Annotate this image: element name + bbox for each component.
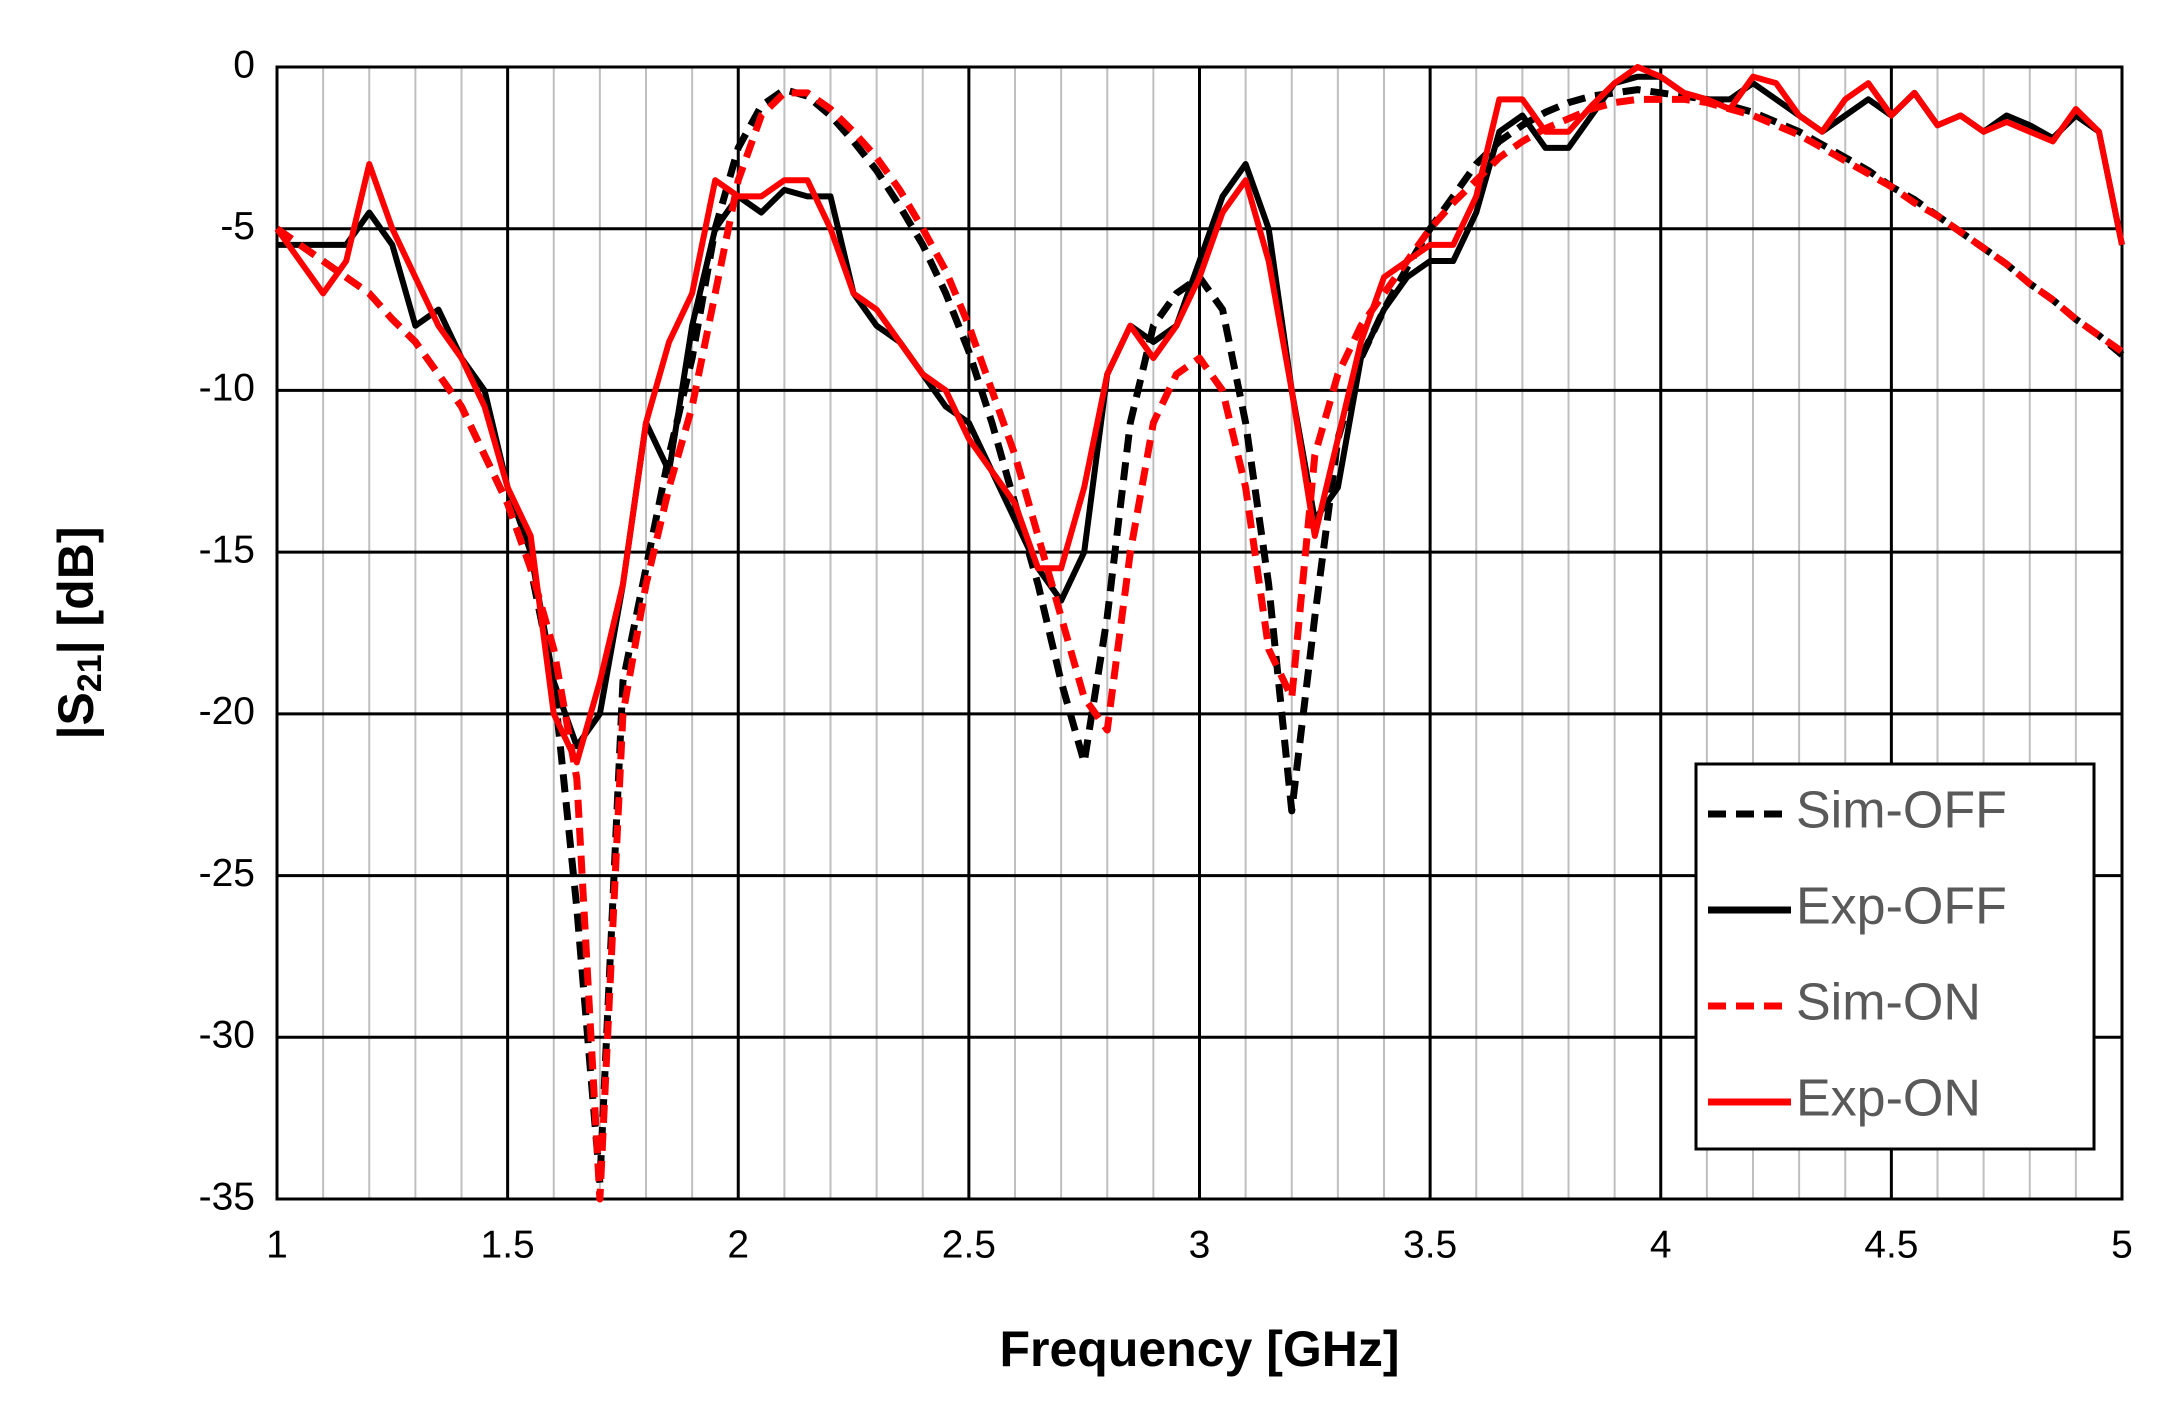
legend-label: Sim-OFF bbox=[1796, 782, 2007, 840]
x-tick-label: 1.5 bbox=[481, 1223, 535, 1266]
x-tick-label: 2 bbox=[727, 1223, 749, 1266]
x-axis-title: Frequency [GHz] bbox=[999, 1321, 1399, 1377]
x-tick-label: 5 bbox=[2111, 1223, 2133, 1266]
legend-label: Sim-ON bbox=[1796, 974, 1981, 1032]
y-tick-label: -35 bbox=[199, 1175, 255, 1218]
x-tick-label: 4 bbox=[1650, 1223, 1672, 1266]
y-tick-label: -25 bbox=[199, 852, 255, 895]
legend-label: Exp-ON bbox=[1796, 1070, 1981, 1128]
y-axis-title: |S21| [dB] bbox=[48, 526, 109, 739]
x-tick-label: 2.5 bbox=[942, 1223, 996, 1266]
y-tick-label: -30 bbox=[199, 1014, 255, 1057]
y-tick-label: -20 bbox=[199, 690, 255, 733]
legend-box bbox=[1694, 762, 2096, 1151]
series-line bbox=[274, 89, 2125, 1203]
y-tick-label: 0 bbox=[233, 43, 255, 86]
series-line bbox=[274, 64, 2125, 766]
y-axis-title-subscript: 21 bbox=[71, 654, 109, 692]
y-tick-label: -5 bbox=[220, 205, 255, 248]
y-tick-label: -15 bbox=[199, 528, 255, 571]
x-tick-label: 1 bbox=[266, 1223, 288, 1266]
x-tick-label: 4.5 bbox=[1864, 1223, 1918, 1266]
plot-border bbox=[275, 65, 2124, 1201]
x-tick-label: 3 bbox=[1189, 1223, 1211, 1266]
x-tick-label: 3.5 bbox=[1403, 1223, 1457, 1266]
y-tick-label: -10 bbox=[199, 367, 255, 410]
y-axis-title-main: |S bbox=[48, 692, 105, 739]
y-axis-title-tail: | [dB] bbox=[48, 526, 105, 654]
legend-label: Exp-OFF bbox=[1796, 878, 2007, 936]
